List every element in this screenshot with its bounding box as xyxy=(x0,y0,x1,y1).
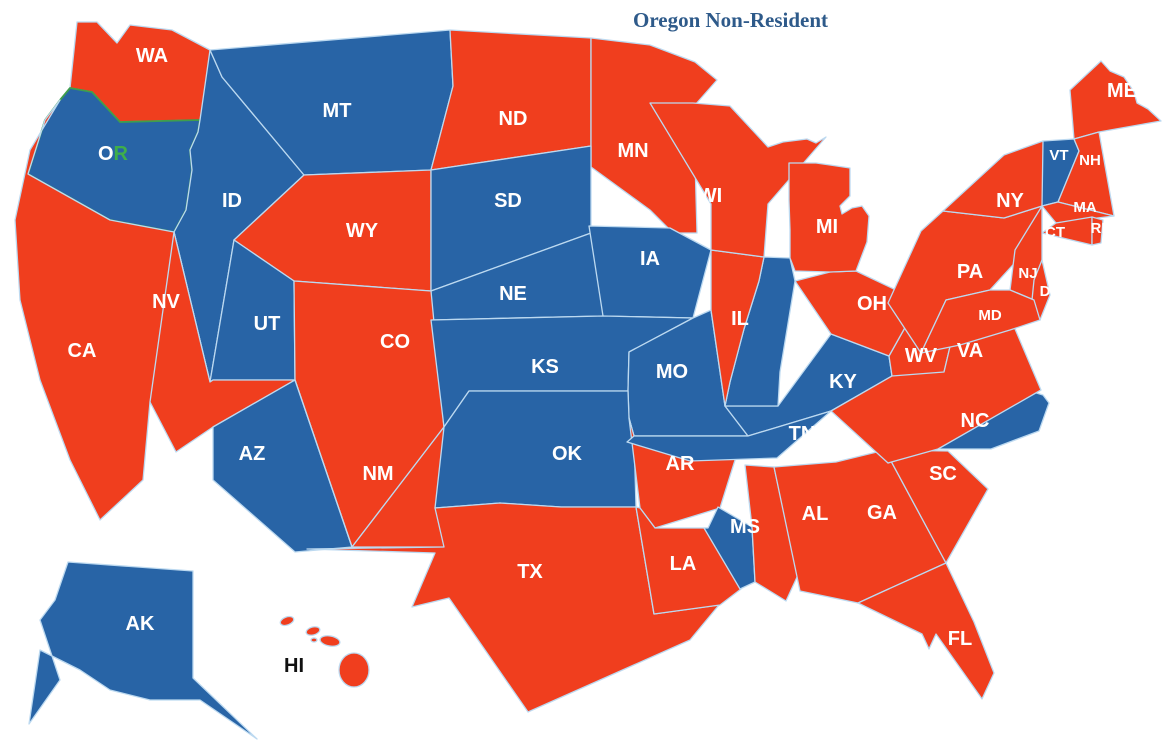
svg-text:MN: MN xyxy=(617,140,648,162)
svg-text:NJ: NJ xyxy=(1018,265,1037,282)
svg-text:VT: VT xyxy=(1049,147,1068,164)
svg-text:MT: MT xyxy=(323,100,352,122)
svg-text:NH: NH xyxy=(1079,152,1101,169)
svg-text:MD: MD xyxy=(978,307,1001,324)
svg-text:SD: SD xyxy=(494,190,522,212)
svg-text:WA: WA xyxy=(136,45,168,67)
svg-text:NE: NE xyxy=(499,283,527,305)
svg-text:NY: NY xyxy=(996,190,1024,212)
svg-text:SC: SC xyxy=(929,463,957,485)
svg-text:AL: AL xyxy=(802,503,829,525)
svg-text:DE: DE xyxy=(1040,283,1061,300)
svg-text:MO: MO xyxy=(656,361,688,383)
svg-text:MI: MI xyxy=(816,216,838,238)
svg-text:TN: TN xyxy=(789,423,816,445)
svg-text:ME: ME xyxy=(1107,80,1137,102)
svg-text:WV: WV xyxy=(905,345,938,367)
svg-text:TX: TX xyxy=(517,561,543,583)
svg-text:CA: CA xyxy=(68,340,97,362)
svg-text:NV: NV xyxy=(152,291,180,313)
svg-text:OK: OK xyxy=(552,443,583,465)
svg-text:CO: CO xyxy=(380,331,410,353)
svg-text:KY: KY xyxy=(829,371,857,393)
svg-text:KS: KS xyxy=(531,356,559,378)
svg-text:WY: WY xyxy=(346,220,379,242)
svg-text:GA: GA xyxy=(867,502,897,524)
svg-text:MS: MS xyxy=(730,516,760,538)
svg-text:OH: OH xyxy=(857,293,887,315)
svg-text:AZ: AZ xyxy=(239,443,266,465)
svg-text:NC: NC xyxy=(961,410,990,432)
svg-text:FL: FL xyxy=(948,628,972,650)
svg-text:LA: LA xyxy=(670,553,697,575)
svg-text:IN: IN xyxy=(796,313,816,335)
svg-text:UT: UT xyxy=(254,313,281,335)
svg-text:AR: AR xyxy=(666,453,695,475)
svg-text:IL: IL xyxy=(731,308,749,330)
svg-text:CT: CT xyxy=(1045,224,1065,241)
svg-text:AK: AK xyxy=(126,613,155,635)
svg-text:WI: WI xyxy=(698,185,722,207)
svg-text:VA: VA xyxy=(957,340,983,362)
svg-text:HI: HI xyxy=(284,655,304,677)
svg-text:RI: RI xyxy=(1091,220,1106,237)
svg-text:PA: PA xyxy=(957,261,983,283)
svg-text:NM: NM xyxy=(362,463,393,485)
svg-text:IA: IA xyxy=(640,248,660,270)
svg-text:MA: MA xyxy=(1073,199,1096,216)
svg-text:ID: ID xyxy=(222,190,242,212)
svg-text:OR: OR xyxy=(98,143,129,165)
svg-text:ND: ND xyxy=(499,108,528,130)
